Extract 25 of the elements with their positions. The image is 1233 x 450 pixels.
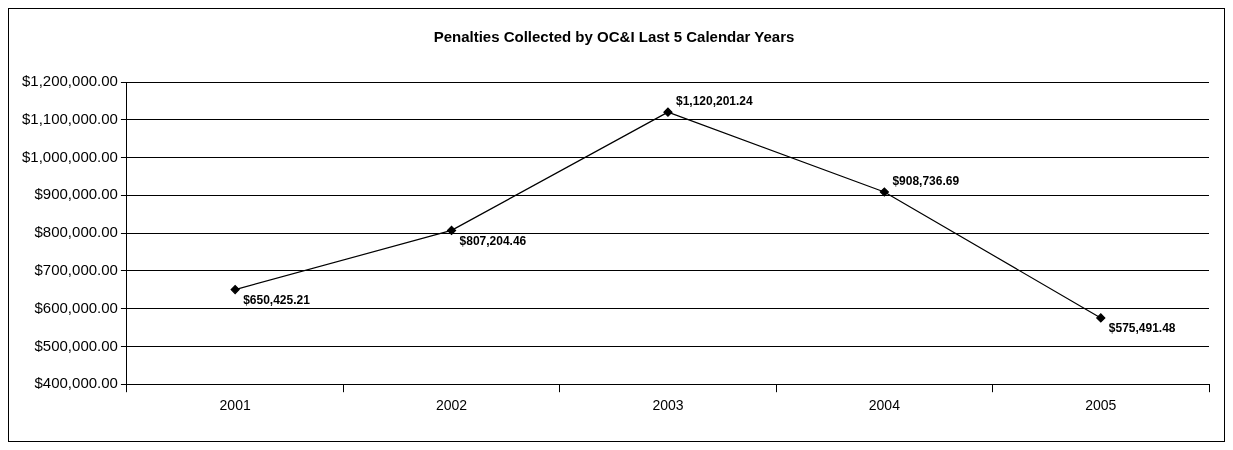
point	[1096, 313, 1106, 323]
point	[879, 187, 889, 197]
y-tick-label: $600,000.00	[34, 298, 118, 316]
data-label: $650,425.21	[243, 292, 311, 307]
data-label: $807,204.46	[459, 233, 527, 248]
point	[446, 225, 457, 235]
y-tick-label: $500,000.00	[34, 336, 118, 354]
y-tick-label: $1,100,000.00	[21, 109, 118, 127]
point	[230, 285, 240, 295]
y-tick-label: $400,000.00	[34, 374, 118, 392]
point	[663, 107, 673, 117]
x-tick-label: 2003	[652, 397, 684, 414]
x-tick-label: 2001	[219, 397, 251, 414]
x-tick-label: 2004	[868, 397, 901, 414]
data-label: $575,491.48	[1108, 321, 1176, 336]
y-tick-label: $800,000.00	[34, 223, 118, 241]
x-tick-label: 2002	[435, 397, 468, 414]
y-tick-label: $1,000,000.00	[21, 147, 118, 165]
y-tick-label: $900,000.00	[34, 185, 118, 203]
chart-title: Penalties Collected by OC&I Last 5 Calendar Years	[433, 28, 795, 46]
y-tick-label: $1,200,000.00	[21, 72, 118, 90]
x-tick-label: 2005	[1085, 397, 1117, 414]
data-label: $908,736.69	[892, 174, 960, 189]
y-tick-label: $700,000.00	[34, 261, 118, 279]
data-label: $1,120,201.24	[675, 94, 754, 109]
